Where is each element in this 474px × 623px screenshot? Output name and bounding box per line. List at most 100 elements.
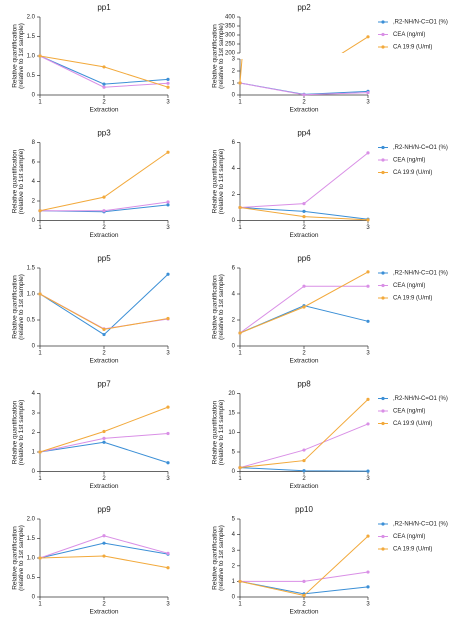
point — [102, 195, 106, 199]
panel-title: pp9 — [97, 505, 111, 514]
series-line — [239, 271, 369, 334]
x-axis-label: Extraction — [290, 358, 319, 365]
series-line — [39, 151, 169, 212]
y-tick-label: 1.5 — [27, 536, 36, 542]
legend-marker — [381, 145, 385, 150]
y-axis-label: (relative to 1st sample) — [18, 274, 25, 340]
legend-marker — [381, 296, 385, 300]
legend-marker — [381, 170, 385, 175]
point — [366, 570, 370, 574]
x-tick-label: 2 — [102, 100, 106, 106]
y-tick-label: 4 — [232, 166, 236, 172]
point — [366, 397, 370, 401]
series-line — [39, 555, 169, 569]
y-axis-label: (relative to 1st sample) — [218, 149, 225, 215]
y-axis-label: Relative quantification — [12, 275, 19, 339]
point — [366, 91, 370, 95]
y-tick-label: 1 — [232, 81, 236, 87]
y-tick-label: 3 — [32, 411, 36, 417]
point — [302, 209, 306, 213]
y-tick-label: 0.5 — [27, 575, 36, 581]
panel: pp1 0 0.5 1.0 1.5 2.0 1 2 3 Extraction Relative qu… — [12, 3, 171, 114]
x-tick-label: 2 — [302, 100, 306, 106]
panel-title: pp6 — [297, 254, 311, 263]
series-line — [239, 580, 369, 595]
point — [102, 82, 106, 86]
panel-title: pp3 — [97, 129, 111, 138]
x-tick-label: 3 — [166, 602, 170, 608]
point — [366, 585, 370, 589]
point — [302, 93, 306, 97]
point — [38, 450, 42, 454]
x-tick-label: 2 — [102, 225, 106, 231]
point — [102, 327, 106, 331]
y-tick-label: 1 — [32, 450, 36, 456]
point — [38, 292, 42, 296]
x-tick-label: 2 — [302, 602, 306, 608]
y-tick-label: 2 — [232, 563, 236, 569]
legend-label: CEA (ng/ml) — [393, 409, 425, 415]
point — [238, 579, 242, 584]
x-tick-label: 3 — [366, 100, 370, 106]
x-axis-label: Extraction — [90, 609, 119, 616]
series-line — [39, 55, 169, 85]
legend-label: ,R2-NH/N-C=O1 (%) — [393, 522, 448, 528]
panel-title: pp4 — [297, 129, 311, 138]
point — [166, 431, 170, 436]
point — [38, 556, 42, 560]
point — [166, 272, 170, 276]
y-tick-label: 2.0 — [27, 517, 36, 523]
point — [166, 566, 170, 570]
x-tick-label: 2 — [102, 351, 106, 357]
legend-marker — [381, 421, 385, 426]
point — [238, 205, 242, 210]
panel: pp4 0 2 4 6 1 2 3 Extraction Relative quantificat… — [212, 129, 448, 240]
point — [302, 284, 306, 288]
point — [166, 81, 170, 85]
y-tick-label: 6 — [232, 266, 236, 272]
y-tick-label: 2 — [232, 192, 236, 198]
y-tick-label: 2.0 — [27, 15, 36, 21]
point — [366, 35, 370, 39]
x-axis-label: Extraction — [290, 483, 319, 490]
y-axis-label: (relative to 1st sample) — [18, 149, 25, 215]
series-line — [39, 293, 169, 330]
panel-title: pp5 — [97, 254, 111, 263]
panel: pp5 0 0.5 1.0 1.5 1 2 3 Extraction Relative quant… — [12, 254, 171, 365]
point — [302, 215, 306, 219]
x-axis-label: Extraction — [90, 107, 119, 114]
y-axis-label: Relative quantification — [212, 275, 219, 339]
legend-label: CA 19:9 (U/ml) — [393, 421, 432, 427]
y-tick-label: 0 — [32, 344, 36, 350]
y-tick-label: 2 — [232, 69, 236, 75]
point — [102, 436, 106, 440]
panel: pp6 0 2 4 6 1 2 3 Extraction Relative quantificat… — [212, 254, 448, 365]
legend-label: CA 19:9 (U/ml) — [393, 296, 432, 302]
legend-label: CA 19:9 (U/ml) — [393, 547, 432, 553]
legend-label: CEA (ng/ml) — [393, 283, 425, 289]
x-tick-label: 2 — [302, 476, 306, 482]
y-tick-label: 0 — [232, 218, 236, 224]
y-tick-label: 8 — [32, 140, 36, 146]
x-tick-label: 1 — [238, 225, 242, 231]
y-tick-label: 1.0 — [27, 556, 36, 562]
point — [366, 534, 370, 538]
point — [166, 461, 170, 465]
y-axis-label: (relative to 1st sample) — [218, 400, 225, 466]
x-axis-label: Extraction — [90, 358, 119, 365]
y-axis-label: Relative quantification — [12, 149, 19, 213]
legend-label: CEA (ng/ml) — [393, 158, 425, 164]
x-axis-label: Extraction — [290, 107, 319, 114]
legend-label: CEA (ng/ml) — [393, 534, 425, 540]
legend-marker — [381, 283, 385, 288]
panel: pp3 0 2 4 6 8 1 2 3 Extraction Relative quantifica… — [12, 129, 171, 240]
y-axis-label: Relative quantification — [212, 149, 219, 213]
y-axis-label: (relative to 1st sample) — [18, 23, 25, 89]
point — [366, 469, 370, 473]
legend-marker — [381, 32, 385, 37]
y-tick-label: 0.5 — [27, 73, 36, 79]
x-tick-label: 3 — [166, 100, 170, 106]
point — [366, 284, 370, 288]
